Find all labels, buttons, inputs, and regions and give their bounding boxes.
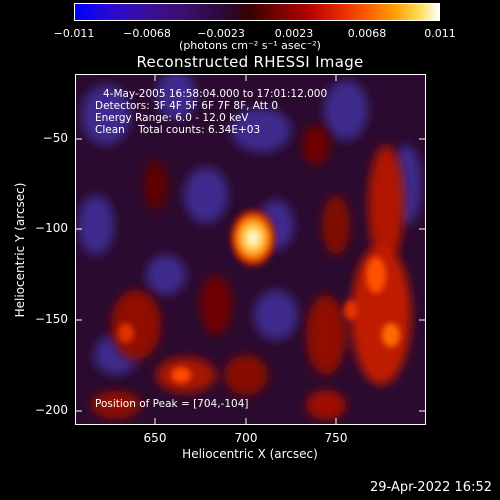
y-tick-label: −150 xyxy=(35,312,68,326)
detectors-label: Detectors: 3F 4F 5F 6F 7F 8F, Att 0 xyxy=(95,100,279,112)
colorbar-tick: 0.0068 xyxy=(347,27,387,40)
x-axis-label: Heliocentric X (arcsec) xyxy=(182,447,318,461)
energy-range-label: Energy Range: 6.0 - 12.0 keV xyxy=(95,112,249,124)
y-tick-label: −50 xyxy=(42,131,68,145)
y-axis-label: Heliocentric Y (arcsec) xyxy=(13,182,27,318)
x-tick-label: 750 xyxy=(324,431,348,445)
colorbar-tick: −0.011 xyxy=(53,27,95,40)
colorbar-tick: 0.0023 xyxy=(274,27,314,40)
colorbar-tick: −0.0068 xyxy=(123,27,171,40)
peak-position-label: Position of Peak = [704,-104] xyxy=(95,398,249,410)
emission-regions xyxy=(91,125,411,420)
x-tick-label: 650 xyxy=(143,431,167,445)
colorbar-units: (photons cm⁻² s⁻¹ asec⁻²) xyxy=(179,39,321,52)
reconstructed-image xyxy=(78,75,422,420)
plot-title: Reconstructed RHESSI Image xyxy=(136,53,364,71)
method-counts-label: Clean Total counts: 6.34E+03 xyxy=(95,124,261,136)
x-tick-label: 700 xyxy=(234,431,258,445)
flare-peak-source xyxy=(229,208,277,268)
y-tick-label: −100 xyxy=(35,221,68,235)
colorbar-tick: 0.011 xyxy=(424,27,456,40)
time-range-label: 4-May-2005 16:58:04.000 to 17:01:12.000 xyxy=(103,88,328,100)
y-tick-label: −200 xyxy=(35,403,68,417)
date-stamp: 29-Apr-2022 16:52 xyxy=(370,480,492,495)
bright-emission-knots xyxy=(118,257,400,383)
rhessi-image-plot xyxy=(75,74,426,425)
colorbar-tick: −0.0023 xyxy=(197,27,245,40)
colorbar xyxy=(74,3,440,21)
